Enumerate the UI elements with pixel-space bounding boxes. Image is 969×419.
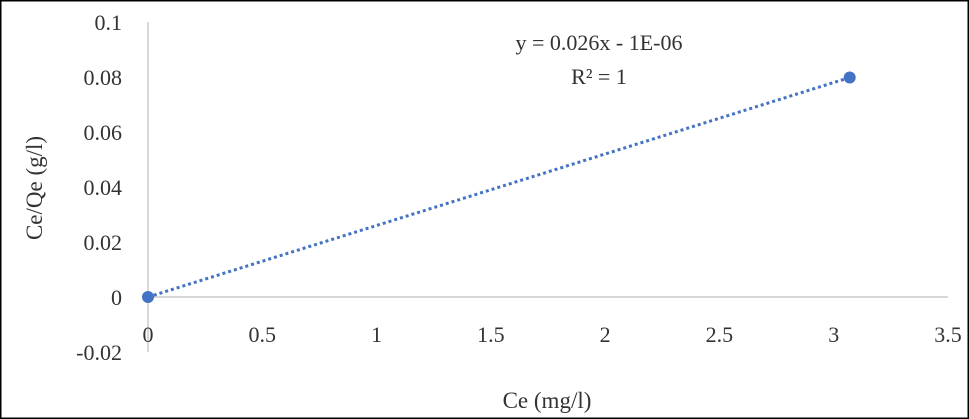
- y-tick-label: 0.04: [84, 175, 123, 200]
- r-squared-label: R² = 1: [571, 64, 627, 89]
- y-tick-label: -0.02: [76, 340, 122, 365]
- x-tick-label: 1: [371, 322, 382, 347]
- plot-area: 0 0.5 1 1.5 2 2.5 3 3.5 -0.02 0 0.02 0.04 0.06 0.08 0…: [76, 10, 962, 365]
- x-tick-label: 3: [828, 322, 839, 347]
- x-tick-label: 0.5: [249, 322, 277, 347]
- y-tick-label: 0: [111, 285, 122, 310]
- y-axis-title: Ce/Qe (g/l): [22, 136, 47, 240]
- data-point: [142, 291, 154, 303]
- x-axis-title: Ce (mg/l): [503, 388, 592, 413]
- trendline-equation: y = 0.026x - 1E-06: [516, 30, 683, 55]
- data-point: [843, 71, 856, 84]
- y-tick-label: 0.08: [84, 65, 123, 90]
- y-tick-labels: -0.02 0 0.02 0.04 0.06 0.08 0.1: [76, 10, 122, 365]
- x-tick-label: 0: [143, 322, 154, 347]
- trendline: [147, 76, 851, 299]
- y-tick-label: 0.06: [84, 120, 123, 145]
- x-tick-labels: 0 0.5 1 1.5 2 2.5 3 3.5: [143, 322, 962, 347]
- x-tick-label: 2: [600, 322, 611, 347]
- x-tick-label: 3.5: [934, 322, 962, 347]
- data-points: [142, 71, 856, 303]
- y-tick-label: 0.02: [84, 230, 123, 255]
- x-tick-label: 1.5: [477, 322, 505, 347]
- x-tick-label: 2.5: [706, 322, 734, 347]
- y-tick-label: 0.1: [95, 10, 123, 35]
